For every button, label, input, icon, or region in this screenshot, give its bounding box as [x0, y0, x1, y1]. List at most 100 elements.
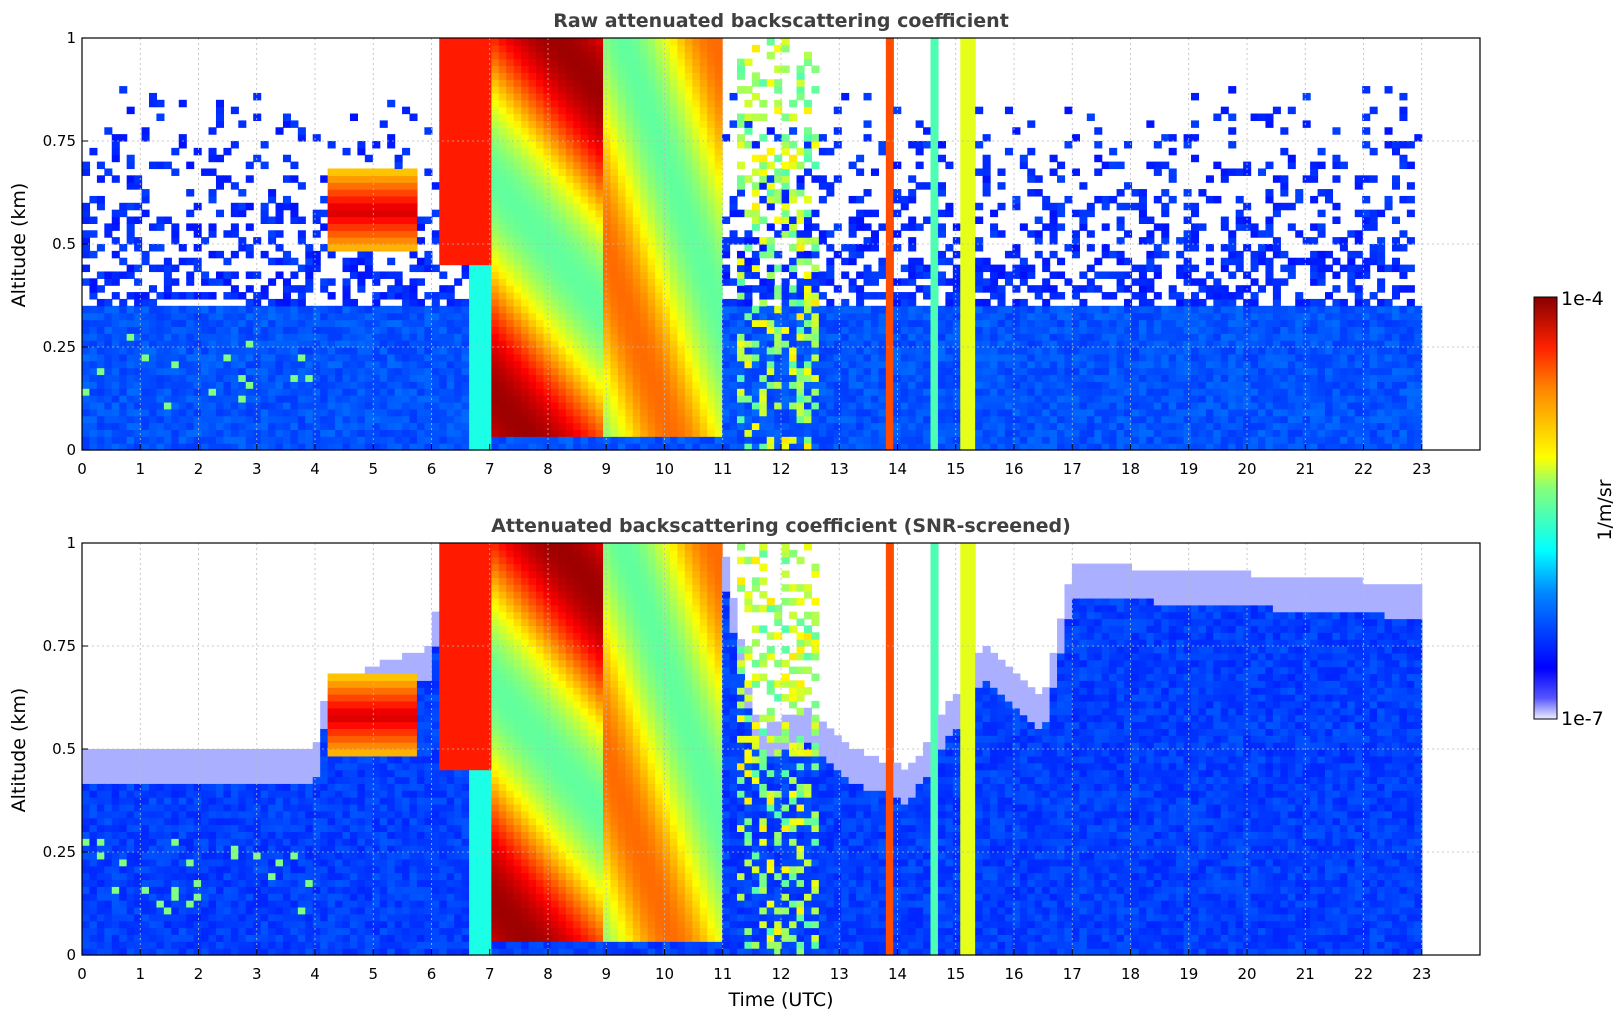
heatmap-cell — [617, 347, 626, 355]
heatmap-cell — [89, 443, 98, 451]
heatmap-cell — [789, 381, 798, 389]
heatmap-cell — [550, 65, 559, 73]
heatmap-cell — [342, 237, 351, 245]
heatmap-cell — [766, 278, 775, 286]
heatmap-cell — [603, 305, 612, 314]
heatmap-cell — [625, 141, 634, 149]
heatmap-cell — [930, 120, 939, 128]
heatmap-cell — [96, 408, 105, 417]
heatmap-cell — [446, 120, 455, 128]
heatmap-cell — [89, 374, 98, 382]
heatmap-cell — [915, 285, 924, 293]
heatmap-cell — [498, 106, 507, 115]
heatmap-cell — [469, 333, 478, 341]
heatmap-cell — [335, 374, 344, 382]
heatmap-cell — [513, 353, 522, 362]
heatmap-cell — [521, 99, 530, 108]
heatmap-cell — [803, 154, 813, 163]
heatmap-cell — [268, 367, 277, 376]
heatmap-cell — [625, 92, 634, 101]
heatmap-cell — [580, 147, 589, 156]
heatmap-cell — [498, 58, 507, 67]
heatmap-cell — [811, 285, 820, 293]
heatmap-cell — [268, 305, 277, 314]
heatmap-cell — [461, 401, 470, 410]
heatmap-cell — [536, 58, 545, 67]
heatmap-cell — [677, 326, 686, 334]
heatmap-cell — [476, 99, 485, 108]
heatmap-cell — [558, 72, 567, 80]
heatmap-cell — [506, 44, 515, 53]
heatmap-cell — [387, 367, 396, 376]
heatmap-cell — [312, 340, 321, 348]
heatmap-cell — [409, 319, 418, 327]
heatmap-cell — [625, 244, 634, 252]
heatmap-cell — [610, 298, 619, 307]
heatmap-cell — [327, 360, 336, 369]
heatmap-cell — [945, 401, 954, 410]
heatmap-cell — [536, 189, 545, 197]
heatmap-cell — [163, 340, 172, 348]
heatmap-cell — [536, 333, 545, 341]
heatmap-cell — [208, 353, 217, 362]
heatmap-cell — [930, 333, 939, 341]
heatmap-cell — [476, 189, 485, 197]
heatmap-cell — [253, 388, 262, 396]
heatmap-cell — [789, 285, 798, 293]
heatmap-cell — [885, 298, 894, 307]
heatmap-cell — [803, 278, 813, 286]
heatmap-cell — [230, 182, 239, 190]
heatmap-cell — [826, 326, 835, 334]
heatmap-cell — [148, 244, 158, 252]
heatmap-cell — [595, 202, 604, 211]
heatmap-cell — [722, 422, 731, 430]
heatmap-cell — [908, 367, 917, 376]
heatmap-cell — [565, 278, 574, 286]
heatmap-cell — [751, 141, 760, 149]
heatmap-cell — [513, 141, 522, 149]
heatmap-cell — [275, 408, 284, 417]
heatmap-cell — [573, 134, 582, 142]
heatmap-cell — [595, 353, 604, 362]
heatmap-cell — [632, 209, 641, 218]
heatmap-cell — [818, 278, 827, 286]
heatmap-cell — [707, 154, 716, 163]
heatmap-cell — [662, 422, 671, 430]
heatmap-cell — [781, 340, 790, 348]
heatmap-cell — [491, 415, 500, 424]
heatmap-cell — [580, 367, 589, 376]
heatmap-cell — [662, 92, 671, 101]
heatmap-cell — [178, 340, 187, 348]
heatmap-cell — [215, 99, 225, 108]
heatmap-cell — [565, 367, 574, 376]
heatmap-cell — [223, 305, 232, 314]
heatmap-cell — [640, 182, 649, 190]
heatmap-cell — [364, 250, 373, 259]
heatmap-cell — [632, 237, 641, 245]
heatmap-cell — [908, 347, 917, 355]
heatmap-cell — [223, 360, 232, 369]
heatmap-cell — [491, 86, 500, 94]
heatmap-cell — [647, 340, 656, 348]
heatmap-cell — [476, 367, 485, 376]
heatmap-cell — [885, 154, 894, 163]
heatmap-cell — [707, 237, 716, 245]
heatmap-cell — [148, 99, 158, 108]
heatmap-cell — [841, 257, 850, 266]
heatmap-cell — [245, 388, 254, 396]
heatmap-cell — [684, 264, 693, 273]
heatmap-cell — [848, 161, 857, 170]
heatmap-cell — [134, 340, 143, 348]
heatmap-cell — [424, 408, 433, 417]
heatmap-cell — [372, 374, 381, 382]
heatmap-cell — [379, 395, 388, 403]
heatmap-cell — [141, 319, 150, 327]
heatmap-cell — [238, 312, 247, 321]
heatmap-cell — [193, 422, 202, 430]
heatmap-cell — [201, 443, 210, 451]
heatmap-cell — [349, 182, 358, 190]
heatmap-cell — [699, 182, 708, 190]
heatmap-cell — [632, 319, 641, 327]
heatmap-cell — [521, 161, 530, 170]
heatmap-cell — [670, 443, 679, 451]
